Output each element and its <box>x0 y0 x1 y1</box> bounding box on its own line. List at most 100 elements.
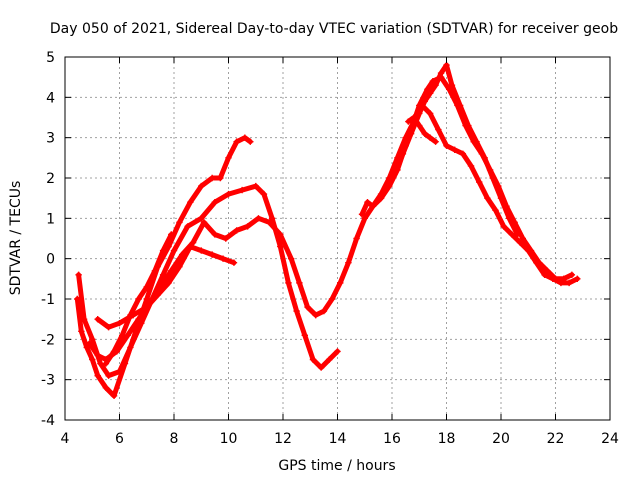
data-point <box>78 328 85 335</box>
data-point <box>102 384 110 391</box>
data-point <box>266 219 273 226</box>
data-point <box>296 279 303 287</box>
data-point <box>135 295 142 303</box>
y-tick-label: 1 <box>46 211 55 227</box>
x-tick-label: 10 <box>220 431 238 447</box>
data-point <box>260 190 268 198</box>
data-point <box>116 368 123 375</box>
data-point <box>544 267 551 274</box>
data-point <box>176 219 183 226</box>
data-point <box>119 332 126 339</box>
data-point <box>508 231 516 238</box>
x-tick-label: 16 <box>383 431 401 447</box>
data-point <box>110 348 118 355</box>
data-point <box>416 110 423 117</box>
data-point <box>230 259 238 266</box>
data-point <box>116 320 123 327</box>
data-point <box>170 247 178 254</box>
data-point <box>75 271 82 278</box>
data-point <box>244 223 251 230</box>
data-point <box>252 182 259 190</box>
data-point <box>492 207 499 214</box>
data-point <box>426 110 434 117</box>
data-point <box>168 267 175 274</box>
data-point <box>225 154 232 162</box>
data-point <box>421 98 428 105</box>
data-point <box>277 243 284 250</box>
x-tick-labels: 4 6 8 10 12 14 16 18 20 22 24 <box>61 431 619 447</box>
data-point <box>560 275 567 283</box>
data-point <box>435 126 442 133</box>
tick-layer <box>64 56 611 421</box>
data-point <box>565 279 573 287</box>
data-point <box>94 372 101 379</box>
data-point <box>208 174 216 182</box>
y-tick-label: -3 <box>41 373 55 389</box>
data-point <box>222 235 229 242</box>
data-point <box>437 69 445 77</box>
data-point <box>200 219 208 226</box>
data-point <box>421 130 428 137</box>
data-point <box>143 303 150 311</box>
data-point <box>326 356 333 363</box>
data-point <box>233 227 240 234</box>
data-point <box>97 360 104 367</box>
data-point <box>110 392 118 399</box>
data-point <box>187 243 194 250</box>
data-point <box>94 315 101 323</box>
data-point <box>500 223 507 230</box>
x-axis-title: GPS time / hours <box>278 458 395 474</box>
data-point <box>89 356 96 363</box>
data-point <box>168 231 175 238</box>
data-point <box>159 271 167 278</box>
data-point <box>465 122 472 129</box>
data-point <box>138 320 145 327</box>
data-point <box>361 215 368 222</box>
data-point <box>198 182 205 190</box>
y-tick-label: 4 <box>46 90 55 106</box>
data-point <box>127 311 134 319</box>
data-point <box>541 271 548 278</box>
data-point <box>426 90 434 97</box>
data-point <box>187 199 194 206</box>
y-tick-labels: -4 -3 -2 -1 0 1 2 3 4 5 <box>41 50 55 429</box>
data-point <box>176 263 183 270</box>
data-point <box>301 332 308 339</box>
series-track-4 <box>94 243 238 331</box>
data-point <box>233 138 240 145</box>
data-point <box>154 291 161 299</box>
data-point <box>473 138 480 145</box>
x-tick-label: 24 <box>601 431 619 447</box>
x-tick-label: 4 <box>61 431 70 447</box>
y-tick-label: 2 <box>46 171 55 187</box>
data-point <box>238 186 246 194</box>
data-point <box>105 372 112 379</box>
data-point <box>484 194 491 202</box>
data-point <box>377 190 385 198</box>
data-point <box>247 138 254 145</box>
data-point <box>476 178 483 186</box>
data-point <box>410 114 417 121</box>
data-point <box>345 259 352 266</box>
series-track-7 <box>383 61 521 238</box>
data-point <box>83 344 90 351</box>
data-point <box>225 190 232 198</box>
y-tick-label: -1 <box>41 292 55 308</box>
data-point <box>198 247 205 254</box>
data-point <box>383 182 390 190</box>
data-point <box>432 82 439 89</box>
y-tick-label: 5 <box>46 50 55 66</box>
y-tick-label: -4 <box>41 413 55 429</box>
data-point <box>208 251 216 258</box>
data-point <box>353 235 360 242</box>
data-point <box>89 336 96 343</box>
data-point <box>86 340 93 347</box>
data-point <box>211 199 219 206</box>
data-point <box>481 154 488 162</box>
y-axis-title: SDTVAR / TECUs <box>8 181 24 296</box>
series-track-3 <box>86 102 581 363</box>
data-point <box>198 215 205 222</box>
data-point <box>304 303 311 311</box>
data-point <box>127 344 134 351</box>
